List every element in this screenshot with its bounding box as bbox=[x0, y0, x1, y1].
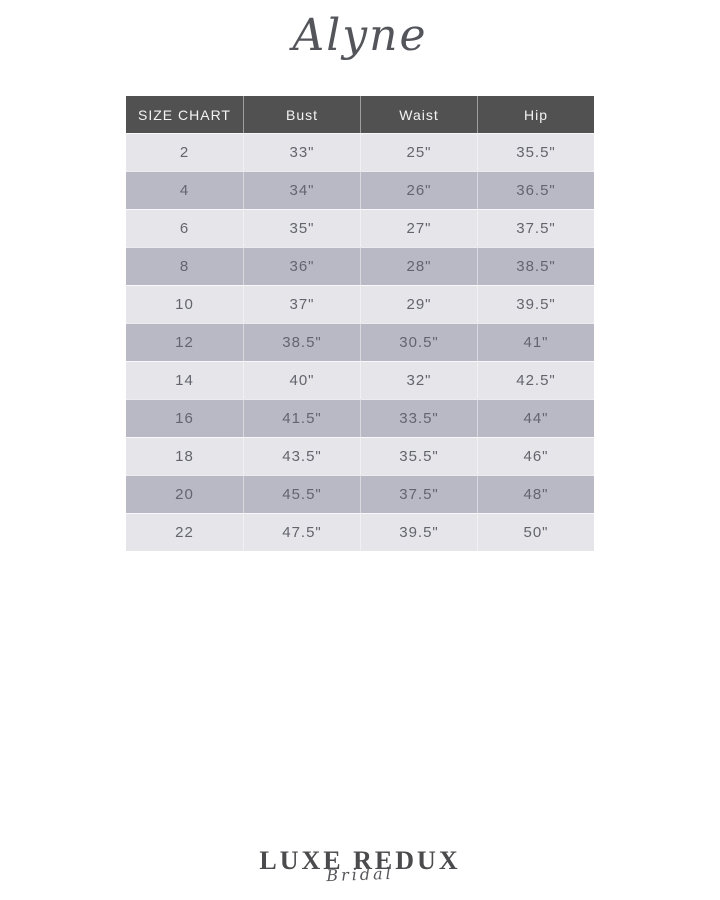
measurement-cell: 25" bbox=[360, 133, 477, 171]
measurement-cell: 36.5" bbox=[477, 171, 594, 209]
size-cell: 2 bbox=[126, 133, 243, 171]
table-row: 18 43.5" 35.5" 46" bbox=[126, 437, 594, 475]
table-row: 20 45.5" 37.5" 48" bbox=[126, 475, 594, 513]
footer-logo: LUXE REDUX Bridal bbox=[0, 846, 720, 885]
measurement-cell: 34" bbox=[243, 171, 360, 209]
size-chart-table: SIZE CHART Bust Waist Hip 2 33" 25" 35.5" 4 34" 2… bbox=[126, 96, 594, 551]
measurement-cell: 37.5" bbox=[360, 475, 477, 513]
size-cell: 20 bbox=[126, 475, 243, 513]
table-row: 22 47.5" 39.5" 50" bbox=[126, 513, 594, 551]
measurement-cell: 37.5" bbox=[477, 209, 594, 247]
size-cell: 6 bbox=[126, 209, 243, 247]
column-header-hip: Hip bbox=[477, 96, 594, 133]
measurement-cell: 27" bbox=[360, 209, 477, 247]
column-header-bust: Bust bbox=[243, 96, 360, 133]
measurement-cell: 36" bbox=[243, 247, 360, 285]
measurement-cell: 44" bbox=[477, 399, 594, 437]
column-header-waist: Waist bbox=[360, 96, 477, 133]
measurement-cell: 39.5" bbox=[477, 285, 594, 323]
luxe-redux-wordmark: LUXE REDUX bbox=[259, 846, 461, 875]
measurement-cell: 48" bbox=[477, 475, 594, 513]
table-row: 14 40" 32" 42.5" bbox=[126, 361, 594, 399]
table-header-row: SIZE CHART Bust Waist Hip bbox=[126, 96, 594, 133]
table-row: 6 35" 27" 37.5" bbox=[126, 209, 594, 247]
measurement-cell: 39.5" bbox=[360, 513, 477, 551]
measurement-cell: 47.5" bbox=[243, 513, 360, 551]
size-cell: 12 bbox=[126, 323, 243, 361]
measurement-cell: 33" bbox=[243, 133, 360, 171]
table-row: 8 36" 28" 38.5" bbox=[126, 247, 594, 285]
measurement-cell: 26" bbox=[360, 171, 477, 209]
size-cell: 14 bbox=[126, 361, 243, 399]
measurement-cell: 45.5" bbox=[243, 475, 360, 513]
table-row: 12 38.5" 30.5" 41" bbox=[126, 323, 594, 361]
measurement-cell: 32" bbox=[360, 361, 477, 399]
measurement-cell: 37" bbox=[243, 285, 360, 323]
measurement-cell: 35" bbox=[243, 209, 360, 247]
size-cell: 16 bbox=[126, 399, 243, 437]
brand-logo-alyne: Alyne bbox=[292, 10, 428, 61]
measurement-cell: 35.5" bbox=[360, 437, 477, 475]
measurement-cell: 40" bbox=[243, 361, 360, 399]
table-body: 2 33" 25" 35.5" 4 34" 26" 36.5" 6 35" 27" 37.5" 8 36"… bbox=[126, 133, 594, 551]
measurement-cell: 35.5" bbox=[477, 133, 594, 171]
measurement-cell: 33.5" bbox=[360, 399, 477, 437]
size-cell: 18 bbox=[126, 437, 243, 475]
size-cell: 10 bbox=[126, 285, 243, 323]
measurement-cell: 38.5" bbox=[243, 323, 360, 361]
column-header-size-chart: SIZE CHART bbox=[126, 96, 243, 133]
table-row: 16 41.5" 33.5" 44" bbox=[126, 399, 594, 437]
measurement-cell: 43.5" bbox=[243, 437, 360, 475]
size-cell: 22 bbox=[126, 513, 243, 551]
measurement-cell: 42.5" bbox=[477, 361, 594, 399]
table-row: 2 33" 25" 35.5" bbox=[126, 133, 594, 171]
size-cell: 8 bbox=[126, 247, 243, 285]
measurement-cell: 41" bbox=[477, 323, 594, 361]
measurement-cell: 46" bbox=[477, 437, 594, 475]
table-row: 4 34" 26" 36.5" bbox=[126, 171, 594, 209]
measurement-cell: 29" bbox=[360, 285, 477, 323]
measurement-cell: 38.5" bbox=[477, 247, 594, 285]
measurement-cell: 41.5" bbox=[243, 399, 360, 437]
measurement-cell: 30.5" bbox=[360, 323, 477, 361]
measurement-cell: 28" bbox=[360, 247, 477, 285]
size-cell: 4 bbox=[126, 171, 243, 209]
measurement-cell: 50" bbox=[477, 513, 594, 551]
table-row: 10 37" 29" 39.5" bbox=[126, 285, 594, 323]
